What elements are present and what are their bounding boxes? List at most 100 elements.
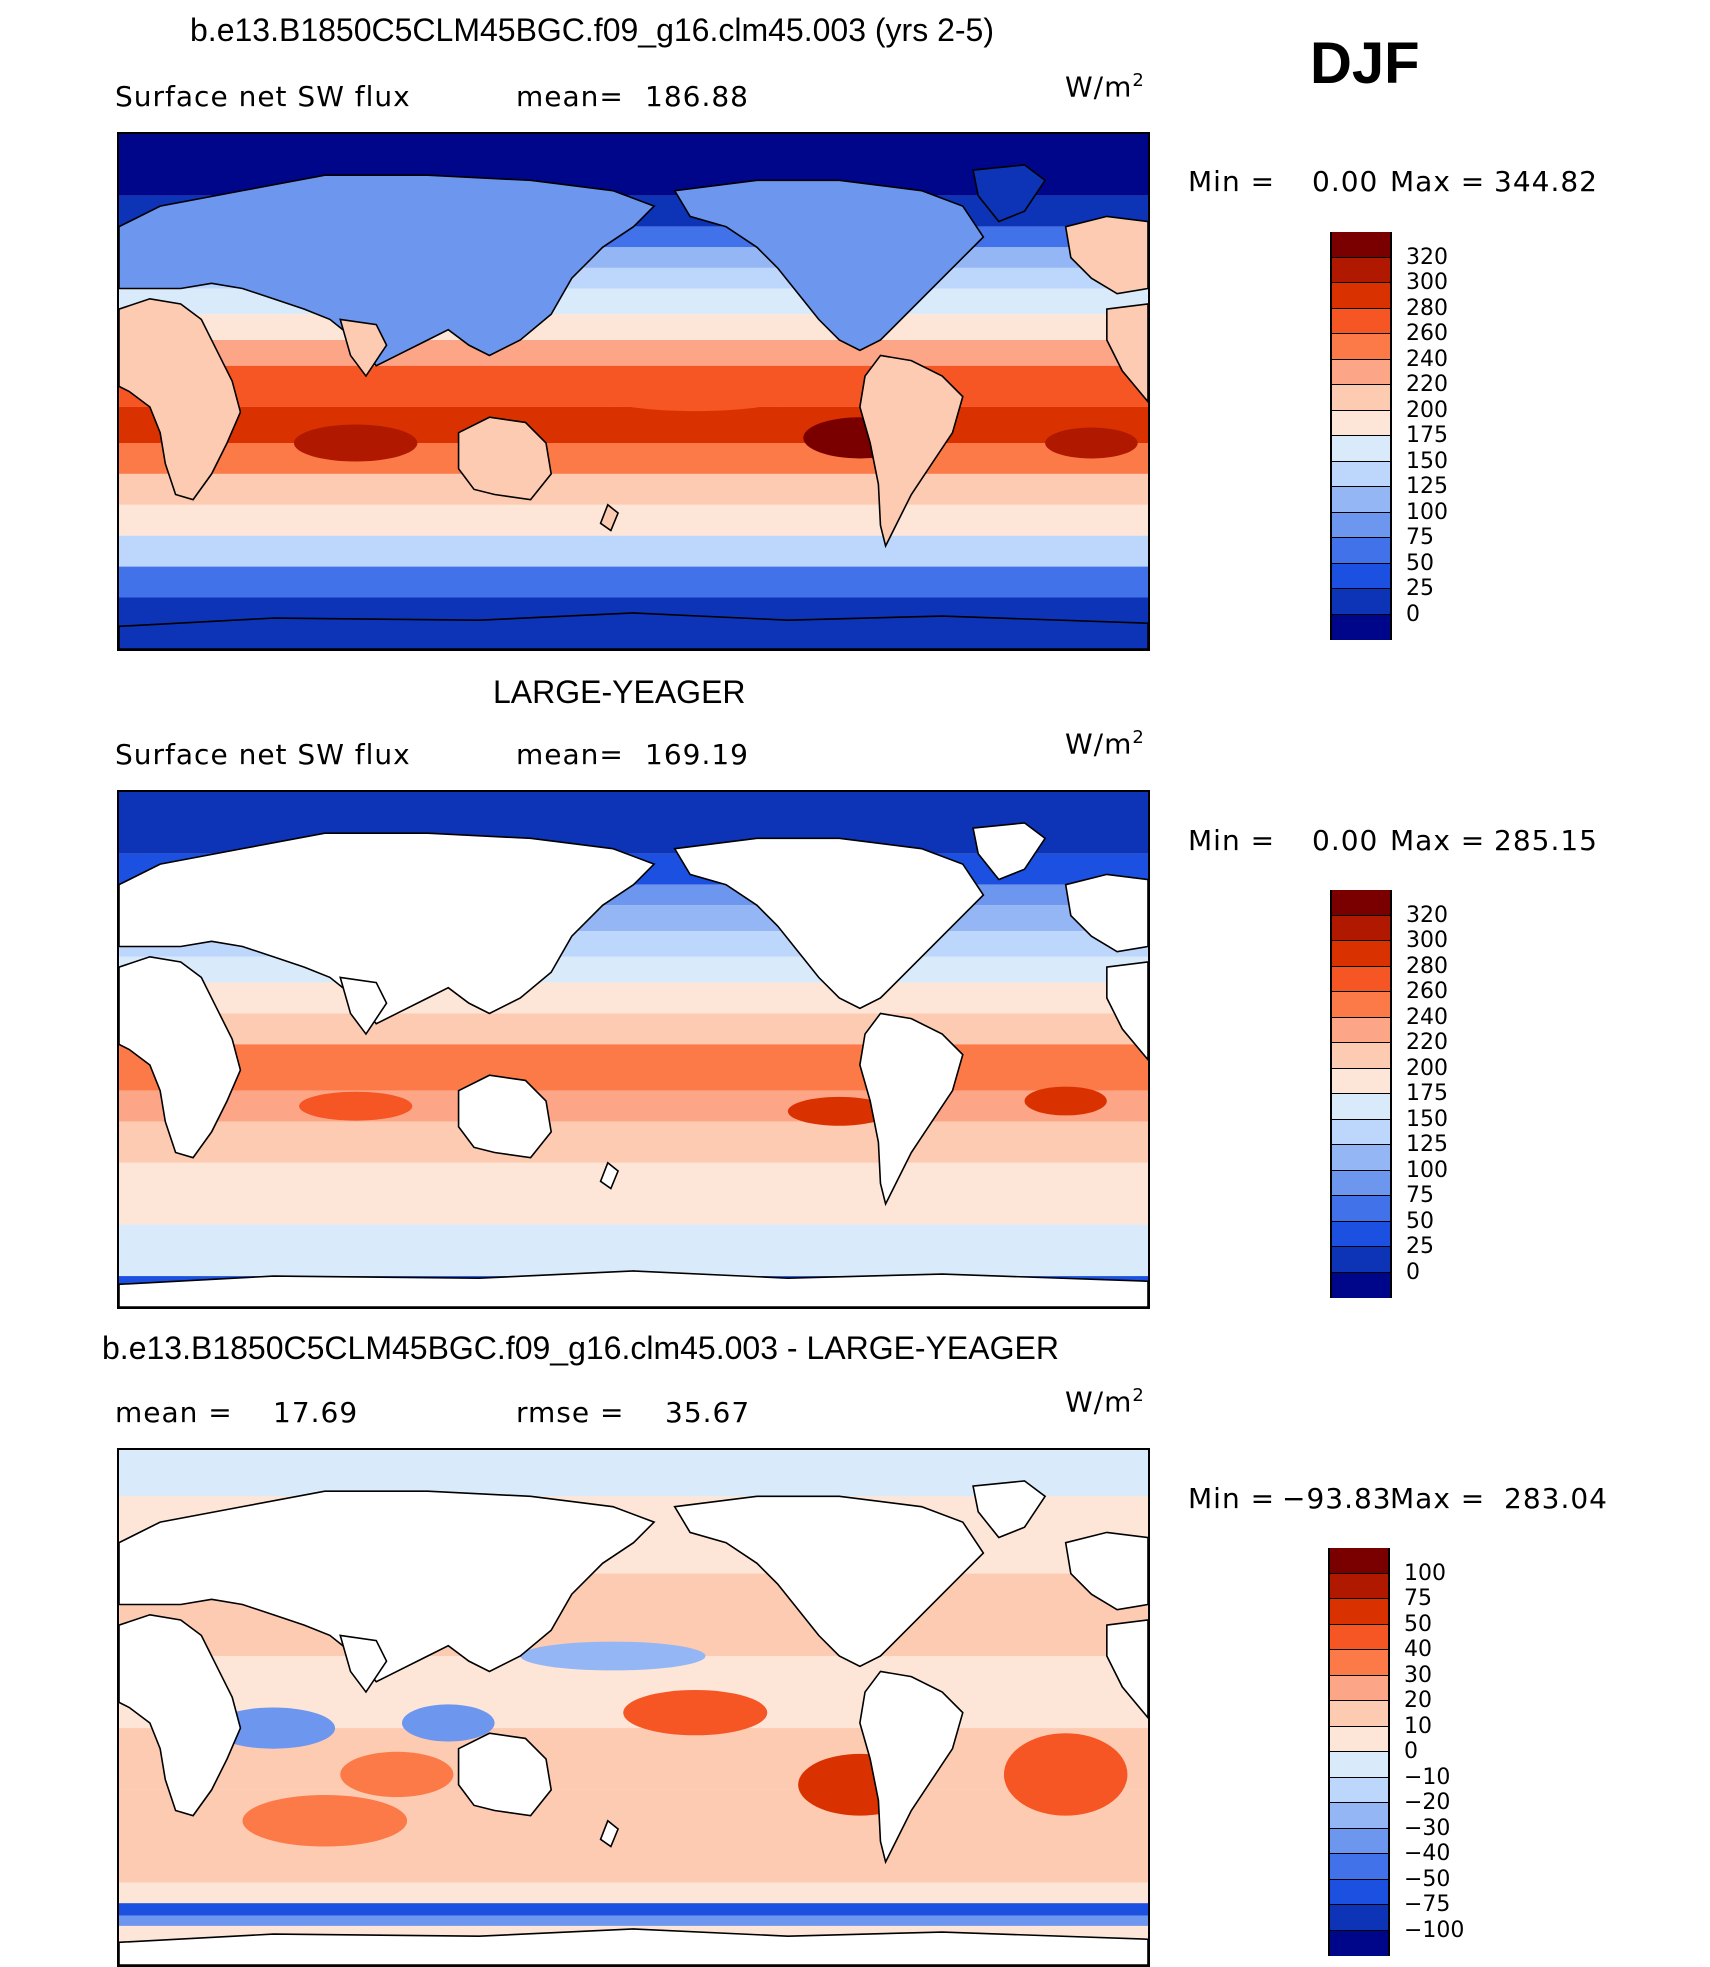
colorbar-tick-label: 0 — [1406, 1259, 1420, 1285]
colorbar-box — [1332, 436, 1390, 462]
colorbar-box — [1332, 334, 1390, 360]
colorbar-box — [1332, 563, 1390, 589]
colorbar-box — [1330, 1599, 1388, 1625]
units-label: W/m2 — [1065, 1385, 1145, 1419]
coastline-namerica — [675, 838, 984, 1008]
colorbar-box — [1332, 1196, 1390, 1222]
anomaly-blob — [520, 1641, 706, 1671]
colorbar-box — [1330, 1803, 1388, 1829]
anomaly-blob — [340, 1751, 454, 1798]
colorbar-box — [1332, 308, 1390, 334]
ocean-band — [119, 1162, 1148, 1225]
colorbar-tick-label: 320 — [1406, 244, 1448, 270]
max-label: Max = — [1390, 165, 1486, 198]
coastline-samerica — [860, 355, 963, 546]
coastline-africa_r — [1107, 962, 1148, 1060]
colorbar-tick-label: 220 — [1406, 1030, 1448, 1055]
min-value: 0.00 — [1312, 165, 1379, 198]
colorbar-box — [1330, 1854, 1388, 1880]
colorbar-tick-label: 100 — [1406, 499, 1448, 525]
variable-label: Surface net SW flux — [115, 738, 411, 771]
colorbar-box — [1332, 1119, 1390, 1145]
ocean-band — [119, 956, 1148, 983]
max-value: 283.04 — [1504, 1482, 1608, 1515]
colorbar-tick-label: 240 — [1406, 1004, 1448, 1030]
colorbar-tick-label: 175 — [1406, 1081, 1448, 1106]
coastline-nz — [601, 505, 618, 531]
colorbar-tick-label: 300 — [1406, 270, 1448, 295]
colorbar-tick-label: 10 — [1404, 1713, 1432, 1739]
coastline-europe_r — [1066, 1532, 1148, 1609]
panel-title: b.e13.B1850C5CLM45BGC.f09_g16.clm45.003 … — [102, 1330, 1059, 1366]
colorbar — [1330, 890, 1392, 1298]
colorbar-box — [1332, 538, 1390, 564]
coastline-greenland — [973, 165, 1045, 222]
ocean-band — [119, 443, 1148, 474]
colorbar-box — [1332, 410, 1390, 436]
coastline-samerica — [860, 1671, 963, 1862]
min-value: −93.83 — [1282, 1482, 1392, 1515]
colorbar-box — [1332, 966, 1390, 992]
coastline-eurasia — [119, 1491, 654, 1682]
mean-value: 17.69 — [273, 1396, 359, 1429]
anomaly-blob — [623, 1689, 768, 1736]
colorbar-tick-label: 50 — [1404, 1611, 1432, 1637]
coastline-india — [340, 319, 386, 376]
colorbar-tick-label: 0 — [1406, 601, 1420, 627]
anomaly-blob — [242, 1795, 408, 1847]
colorbar-box — [1332, 1017, 1390, 1043]
coastline-australia — [459, 1733, 552, 1815]
rmse-label: rmse = — [516, 1396, 625, 1429]
coastline-australia — [459, 417, 552, 499]
anomaly-blob — [1003, 1733, 1128, 1816]
ocean-band — [119, 1013, 1148, 1045]
panel-title: b.e13.B1850C5CLM45BGC.f09_g16.clm45.003 … — [190, 12, 994, 48]
colorbar-tick-label: 25 — [1406, 576, 1434, 601]
coastline-greenland — [973, 1481, 1045, 1538]
ocean-band — [119, 982, 1148, 1014]
colorbar-tick-label: 320 — [1406, 902, 1448, 928]
colorbar-tick-label: −10 — [1404, 1764, 1451, 1790]
colorbar-box — [1330, 1879, 1388, 1905]
max-label: Max = — [1390, 824, 1486, 857]
colorbar-box — [1330, 1548, 1388, 1574]
units-label: W/m2 — [1065, 70, 1145, 104]
colorbar-box — [1330, 1726, 1388, 1752]
max-value: 285.15 — [1494, 824, 1598, 857]
ocean-band — [119, 535, 1148, 567]
colorbar-box — [1330, 1777, 1388, 1803]
colorbar-box — [1332, 915, 1390, 941]
colorbar-box — [1332, 232, 1390, 258]
panel-title: LARGE-YEAGER — [493, 674, 746, 710]
max-value: 344.82 — [1494, 165, 1598, 198]
colorbar-tick-label: 175 — [1406, 423, 1448, 448]
mean-value: 186.88 — [645, 80, 749, 113]
colorbar-tick-label: 280 — [1406, 953, 1448, 979]
ocean-band — [119, 1121, 1148, 1163]
mean-label: mean= — [516, 738, 624, 771]
min-label: Min = — [1188, 1482, 1276, 1515]
coastline-australia — [459, 1075, 552, 1157]
anomaly-blob — [401, 1704, 495, 1742]
variable-label: Surface net SW flux — [115, 80, 411, 113]
ocean-band — [119, 1224, 1148, 1277]
colorbar-box — [1330, 1701, 1388, 1727]
colorbar-box — [1332, 1247, 1390, 1273]
colorbar-tick-label: 220 — [1406, 372, 1448, 397]
colorbar-tick-label: 0 — [1404, 1739, 1418, 1764]
anomaly-blob — [211, 1707, 336, 1749]
colorbar-tick-label: 125 — [1406, 1132, 1448, 1157]
coastline-nz — [601, 1163, 618, 1189]
map-frame — [117, 790, 1150, 1309]
colorbar-tick-label: 30 — [1404, 1662, 1432, 1688]
colorbar-box — [1332, 461, 1390, 487]
colorbar-tick-label: −100 — [1404, 1917, 1465, 1943]
colorbar-box — [1330, 1828, 1388, 1854]
colorbar-tick-label: 75 — [1404, 1586, 1432, 1611]
max-label: Max = — [1390, 1482, 1486, 1515]
ocean-maximum — [602, 1052, 788, 1078]
colorbar-tick-label: −30 — [1404, 1815, 1451, 1841]
colorbar-tick-label: 240 — [1406, 346, 1448, 372]
colorbar-box — [1332, 614, 1390, 640]
mean-label: mean = — [115, 1396, 233, 1429]
